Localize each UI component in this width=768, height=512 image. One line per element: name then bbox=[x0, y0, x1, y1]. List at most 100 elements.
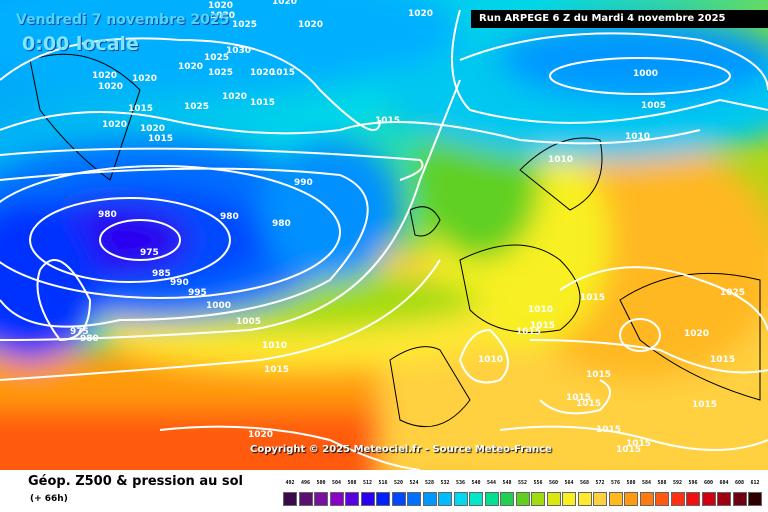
isobar-label: 985 bbox=[152, 269, 171, 279]
isobar-label: 1020 bbox=[298, 20, 323, 30]
legend-level-label: 532 bbox=[440, 480, 450, 486]
legend-level-label: 552 bbox=[517, 480, 528, 486]
isobar-label: 1020 bbox=[208, 1, 233, 11]
legend-swatch bbox=[376, 492, 390, 506]
isobar-label: 975 bbox=[140, 248, 159, 258]
legend-level-label: 564 bbox=[564, 480, 574, 486]
isobar-label: 1015 bbox=[128, 104, 153, 114]
isobar-label: 1020 bbox=[92, 71, 117, 81]
legend-cell: 600 bbox=[701, 480, 717, 508]
isobar-label: 1020 bbox=[102, 120, 127, 130]
isobar-label: 1015 bbox=[576, 399, 601, 409]
isobar-label: 1000 bbox=[206, 301, 231, 311]
forecast-lead-time: (+ 66h) bbox=[30, 494, 68, 504]
chart-title: Géop. Z500 & pression au sol bbox=[28, 474, 243, 489]
legend-swatch bbox=[670, 492, 685, 506]
legend-swatch bbox=[577, 492, 592, 506]
isobar-label: 1020 bbox=[250, 68, 275, 78]
legend-level-label: 604 bbox=[719, 480, 729, 486]
legend-level-label: 496 bbox=[300, 480, 311, 486]
legend-level-label: 540 bbox=[471, 480, 481, 486]
legend-level-label: 520 bbox=[393, 480, 404, 486]
isobar-label: 1025 bbox=[208, 68, 233, 78]
isobar-label: 1015 bbox=[148, 134, 173, 144]
legend-cell: 568 bbox=[577, 480, 593, 508]
map-canvas: 1020 1020 1020 1020 1020 1025 1030 1025 1020 1025… bbox=[0, 0, 768, 470]
legend-swatch bbox=[407, 492, 421, 506]
legend-cell: 508 bbox=[344, 480, 360, 508]
legend-swatch bbox=[701, 492, 716, 506]
isobar-label: 1010 bbox=[548, 155, 573, 165]
legend-swatch bbox=[717, 492, 731, 506]
run-info-banner: Run ARPEGE 6 Z du Mardi 4 novembre 2025 bbox=[471, 10, 768, 28]
legend-level-label: 600 bbox=[703, 480, 714, 486]
legend-level-label: 588 bbox=[657, 480, 667, 486]
legend-swatch bbox=[608, 492, 623, 506]
legend-level-label: 608 bbox=[734, 480, 745, 486]
isobar-label: 980 bbox=[80, 334, 99, 344]
isobar-label: 1000 bbox=[633, 69, 658, 79]
legend-cell: 544 bbox=[484, 480, 500, 508]
legend-cell: 504 bbox=[329, 480, 345, 508]
legend-swatch bbox=[732, 492, 747, 506]
legend-level-label: 556 bbox=[533, 480, 543, 486]
legend-swatch bbox=[438, 492, 452, 506]
legend-cell: 596 bbox=[685, 480, 701, 508]
legend-level-label: 596 bbox=[688, 480, 698, 486]
isobar-label: 990 bbox=[170, 278, 189, 288]
legend-cell: 612 bbox=[747, 480, 763, 508]
legend-swatch bbox=[639, 492, 654, 506]
isobar-label: 1025 bbox=[232, 20, 257, 30]
isobar-label: 1015 bbox=[626, 439, 651, 449]
legend-cell: 516 bbox=[375, 480, 391, 508]
isobar-label: 1015 bbox=[580, 293, 605, 303]
legend-swatch bbox=[748, 492, 762, 506]
legend-level-label: 572 bbox=[595, 480, 605, 486]
isobar-label: 1030 bbox=[226, 46, 251, 56]
isobar-label: 1015 bbox=[586, 370, 611, 380]
legend-cell: 572 bbox=[592, 480, 608, 508]
isobar-label: 1015 bbox=[566, 393, 591, 403]
valid-date: Vendredi 7 novembre 2025 bbox=[16, 12, 230, 28]
legend-swatch bbox=[484, 492, 499, 506]
legend-swatch bbox=[686, 492, 700, 506]
legend-swatch bbox=[345, 492, 359, 506]
legend-level-label: 612 bbox=[750, 480, 760, 486]
footer-bar: Géop. Z500 & pression au sol (+ 66h) 492… bbox=[0, 470, 768, 512]
legend-cell: 556 bbox=[530, 480, 546, 508]
legend-level-label: 544 bbox=[486, 480, 497, 486]
legend-swatch bbox=[314, 492, 328, 506]
legend-swatch bbox=[360, 492, 375, 506]
isobar-label: 1015 bbox=[596, 425, 621, 435]
isobar-label: 1020 bbox=[248, 430, 273, 440]
legend-cell: 532 bbox=[437, 480, 453, 508]
isobar-lines bbox=[0, 9, 768, 470]
legend-level-label: 508 bbox=[347, 480, 357, 486]
copyright-notice: Copyright © 2025 Meteociel.fr - Source M… bbox=[250, 444, 552, 455]
isobar-label: 1010 bbox=[528, 305, 553, 315]
isobar-label: 1010 bbox=[478, 355, 503, 365]
isobar-label: 1025 bbox=[720, 288, 745, 298]
isobar-label: 980 bbox=[220, 212, 239, 222]
isobar-label: 1015 bbox=[616, 445, 641, 455]
isobar-label: 1015 bbox=[270, 68, 295, 78]
legend-cell: 524 bbox=[406, 480, 422, 508]
coastlines bbox=[29, 53, 761, 428]
isobar-label: 1020 bbox=[132, 74, 157, 84]
legend-swatch bbox=[283, 492, 297, 506]
legend-swatch bbox=[391, 492, 406, 506]
legend-cell: 604 bbox=[716, 480, 732, 508]
isobar-label: 1020 bbox=[178, 62, 203, 72]
isobar-label: 1010 bbox=[625, 132, 650, 142]
legend-cell: 564 bbox=[561, 480, 577, 508]
legend-level-label: 568 bbox=[579, 480, 590, 486]
legend-swatch bbox=[422, 492, 437, 506]
legend-swatch bbox=[624, 492, 638, 506]
legend-level-label: 536 bbox=[455, 480, 466, 486]
isobar-label: 1020 bbox=[408, 9, 433, 19]
isobar-label: 1005 bbox=[641, 101, 666, 111]
legend-swatch bbox=[500, 492, 514, 506]
isobar-label: 1015 bbox=[530, 321, 555, 331]
isobar-label: 1020 bbox=[272, 0, 297, 7]
legend-cell: 536 bbox=[453, 480, 469, 508]
